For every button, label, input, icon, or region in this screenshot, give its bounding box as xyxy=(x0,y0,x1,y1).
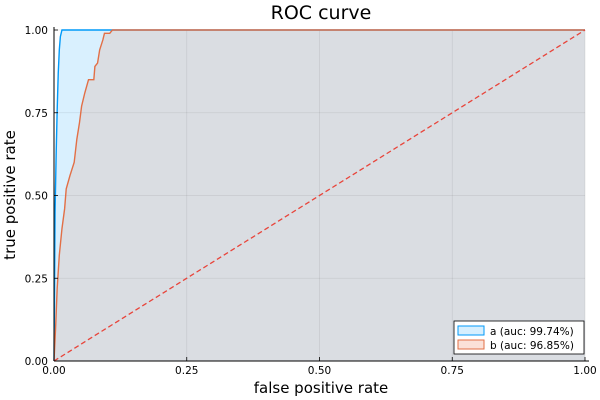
series-lines xyxy=(53,29,586,362)
x-tick-label: 0.75 xyxy=(441,365,464,377)
x-axis-label: false positive rate xyxy=(254,379,389,397)
y-tick-label: 0.50 xyxy=(25,191,48,203)
series-1-line xyxy=(53,29,585,362)
legend-label-0: a (auc: 99.74%) xyxy=(490,326,574,338)
x-tick-label: 0.00 xyxy=(42,365,65,377)
legend-swatch-1 xyxy=(457,339,485,350)
y-axis-label: true positive rate xyxy=(1,130,19,260)
series-0-line xyxy=(53,29,585,362)
x-tick-label: 1.00 xyxy=(573,365,596,377)
axes xyxy=(53,27,589,362)
legend-label-1: b (auc: 96.85%) xyxy=(490,340,574,352)
x-tick-label: 0.25 xyxy=(175,365,198,377)
x-tick-label: 0.50 xyxy=(308,365,331,377)
reference-diagonal-line xyxy=(53,29,586,362)
y-tick-label: 1.00 xyxy=(25,25,48,37)
legend-swatch-0 xyxy=(457,325,485,336)
tick-labels: 0.00 0.25 0.50 0.75 1.00 0.00 0.25 0.50 0.75 1.00 xyxy=(25,25,597,377)
y-tick-label: 0.25 xyxy=(25,273,48,285)
legend: a (auc: 99.74%) b (auc: 96.85%) xyxy=(453,320,585,355)
y-tick-label: 0.00 xyxy=(25,356,48,368)
chart-title: ROC curve xyxy=(271,2,372,24)
y-tick-label: 0.75 xyxy=(25,108,48,120)
